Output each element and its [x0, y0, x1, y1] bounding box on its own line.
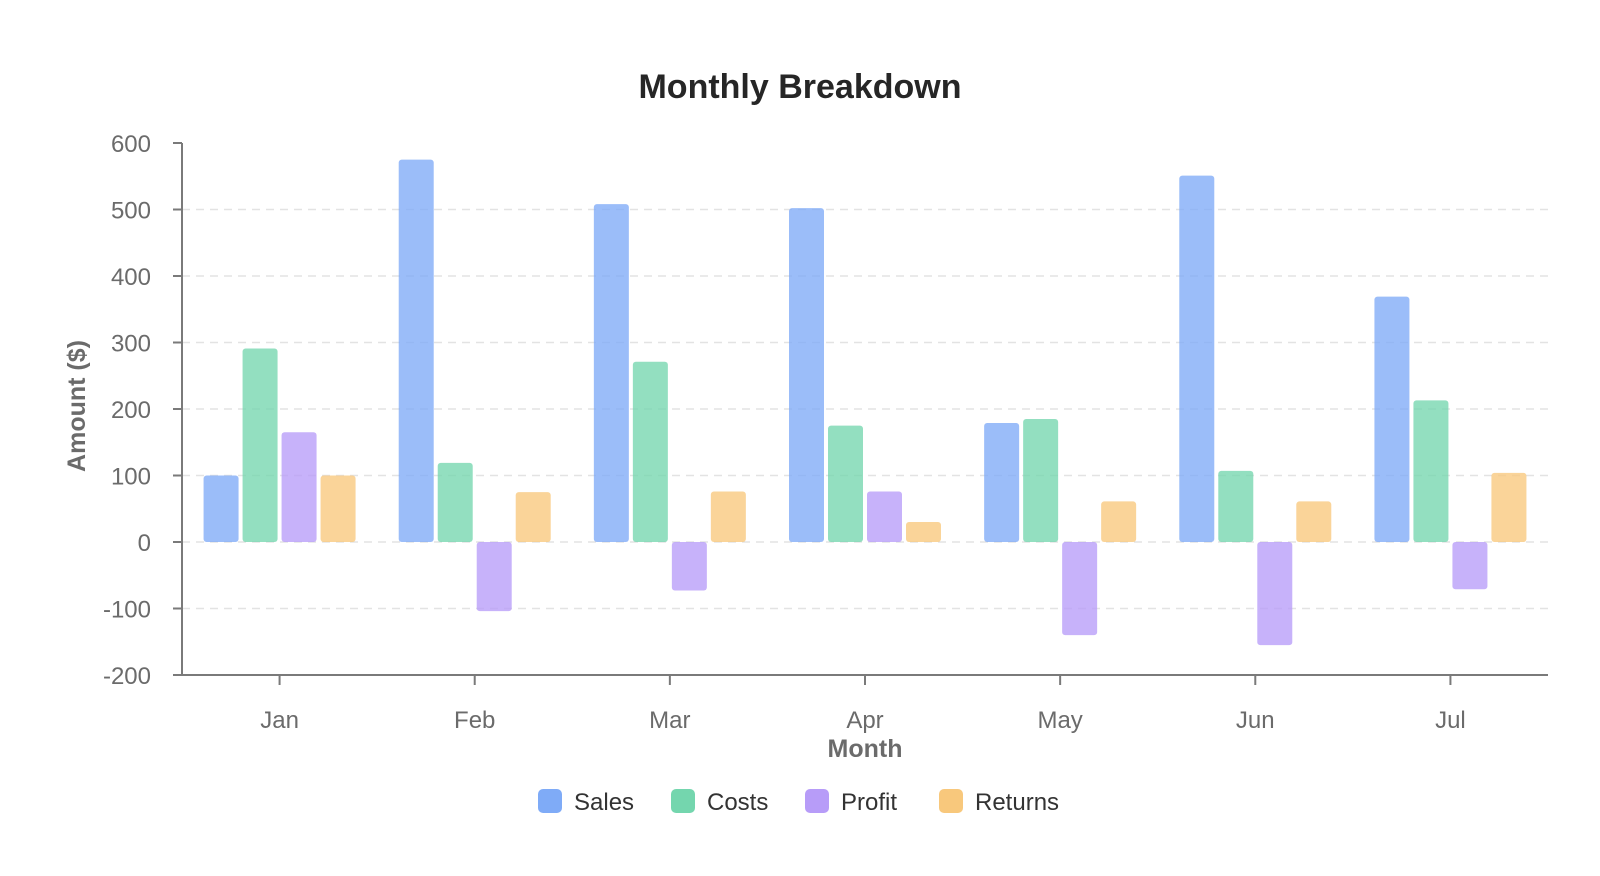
bar-profit-may: [1062, 542, 1098, 636]
x-axis-title: Month: [828, 735, 903, 763]
legend-label: Profit: [841, 789, 897, 816]
y-tick-label: 300: [111, 331, 151, 358]
bar-returns-mar: [710, 491, 746, 542]
bar-costs-jan: [242, 348, 278, 542]
bar-sales-jun: [1179, 175, 1215, 542]
x-tick-label: May: [1037, 707, 1082, 734]
legend-item-costs[interactable]: Costs: [671, 789, 768, 816]
legend-label: Sales: [574, 789, 634, 816]
y-axis-ticks: 600 500 400 300 200 100 0 -100 -200: [103, 131, 182, 690]
x-tick-label: Apr: [846, 707, 883, 734]
y-tick-label: 200: [111, 397, 151, 424]
y-axis-title: Amount ($): [63, 340, 91, 472]
legend-item-sales[interactable]: Sales: [538, 789, 634, 816]
y-tick-label: -200: [103, 663, 151, 690]
bar-returns-jun: [1296, 501, 1332, 542]
legend-swatch: [939, 789, 963, 813]
grid-lines: [182, 208, 1548, 610]
chart-title: Monthly Breakdown: [638, 68, 961, 106]
x-tick-label: Feb: [454, 707, 495, 734]
bar-returns-jul: [1491, 472, 1527, 542]
x-tick-label: Jan: [260, 707, 299, 734]
bar-returns-apr: [906, 522, 941, 542]
bar-profit-apr: [867, 491, 902, 542]
legend-swatch: [671, 789, 695, 813]
legend: Sales Costs Profit Returns: [538, 789, 1059, 816]
bar-costs-may: [1023, 418, 1059, 542]
x-tick-label: Jul: [1435, 707, 1466, 734]
bar-returns-may: [1101, 501, 1137, 542]
bar-costs-jul: [1413, 400, 1449, 542]
y-tick-label: -100: [103, 597, 151, 624]
bar-sales-apr: [789, 208, 824, 543]
y-tick-label: 0: [138, 530, 151, 557]
legend-swatch: [805, 789, 829, 813]
legend-item-returns[interactable]: Returns: [939, 789, 1059, 816]
bar-sales-mar: [593, 204, 629, 542]
bar-sales-jan: [203, 475, 239, 542]
bar-sales-feb: [398, 159, 434, 542]
bar-profit-jul: [1452, 542, 1488, 590]
bar-profit-feb: [476, 542, 512, 612]
bar-profit-mar: [671, 542, 707, 591]
legend-swatch: [538, 789, 562, 813]
y-tick-label: 600: [111, 131, 151, 158]
bar-profit-jun: [1257, 542, 1293, 646]
bars: [203, 159, 1527, 646]
x-tick-label: Mar: [649, 707, 690, 734]
y-tick-label: 500: [111, 198, 151, 225]
y-tick-label: 400: [111, 264, 151, 291]
y-tick-label: 100: [111, 464, 151, 491]
bar-profit-jan: [281, 432, 317, 542]
bar-costs-mar: [632, 361, 668, 542]
x-axis-ticks: Jan Feb Mar Apr May Jun Jul: [260, 675, 1466, 734]
bar-costs-jun: [1218, 470, 1254, 542]
bar-costs-feb: [437, 462, 473, 542]
bar-costs-apr: [828, 425, 863, 542]
bar-returns-feb: [515, 492, 551, 542]
legend-item-profit[interactable]: Profit: [805, 789, 897, 816]
bar-sales-may: [984, 422, 1020, 542]
x-tick-label: Jun: [1236, 707, 1275, 734]
bar-returns-jan: [320, 475, 356, 542]
bar-sales-jul: [1374, 296, 1410, 542]
legend-label: Costs: [707, 789, 768, 816]
legend-label: Returns: [975, 789, 1059, 816]
axes: [181, 143, 1548, 676]
